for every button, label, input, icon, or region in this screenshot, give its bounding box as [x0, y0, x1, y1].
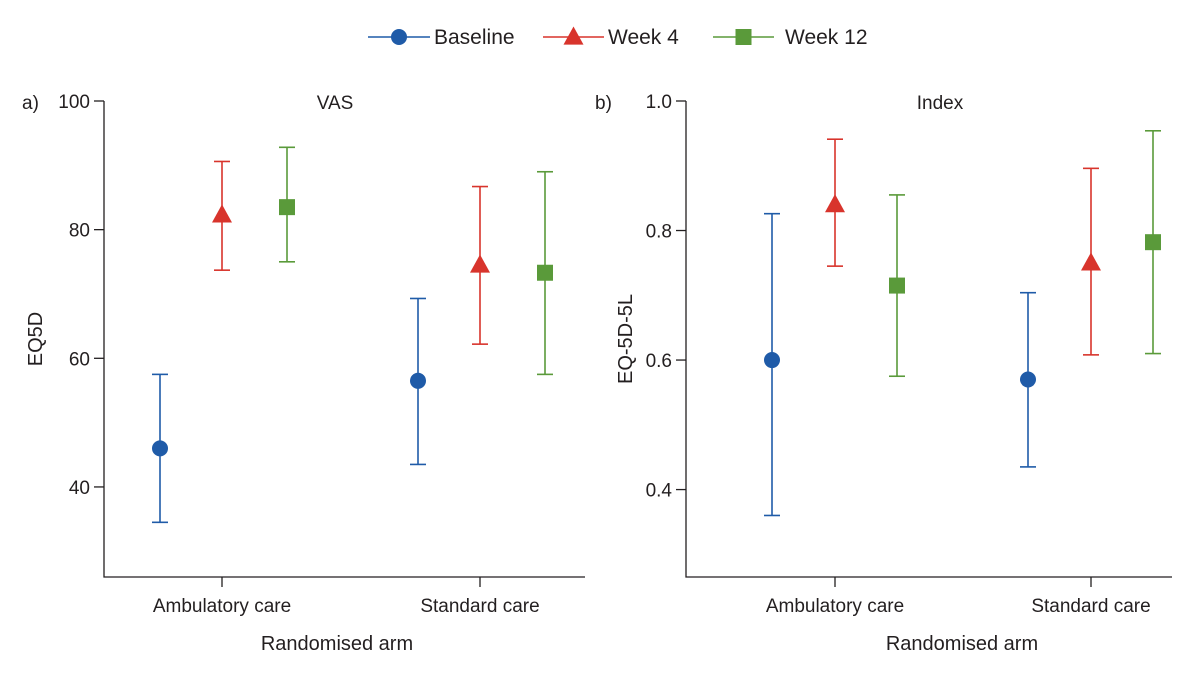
- legend-item: Week 4: [543, 26, 679, 49]
- legend-label: Baseline: [434, 26, 515, 49]
- y-tick-label: 100: [58, 92, 90, 113]
- legend-marker: [735, 29, 752, 45]
- legend-label: Week 4: [608, 26, 679, 49]
- panel-label: a): [22, 93, 39, 114]
- x-tick-label: Ambulatory care: [153, 596, 291, 617]
- chart-panel-a: 40 60 80 100 Ambulatory care Standard care a) V…: [22, 92, 585, 655]
- panel-title: Index: [917, 93, 964, 114]
- axis-lines: [685, 101, 1172, 578]
- data-point: [1145, 234, 1161, 251]
- data-point: [825, 194, 845, 213]
- data-point: [212, 204, 232, 223]
- data-point: [152, 440, 168, 457]
- data-point: [1020, 371, 1036, 388]
- y-tick-label: 0.4: [646, 481, 673, 502]
- data-point: [764, 352, 780, 369]
- y-tick-label: 60: [69, 349, 90, 370]
- data-point: [889, 277, 905, 294]
- data-point: [470, 254, 490, 273]
- x-tick-label: Standard care: [420, 596, 539, 617]
- y-axis-title: EQ-5D-5L: [615, 294, 637, 384]
- legend-item: Baseline: [368, 26, 515, 49]
- legend-label: Week 12: [785, 26, 868, 49]
- legend-marker: [391, 29, 407, 45]
- x-axis-title: Randomised arm: [886, 633, 1038, 655]
- y-tick-label: 40: [69, 478, 90, 499]
- x-tick-label: Standard care: [1031, 596, 1150, 617]
- legend-marker: [563, 26, 584, 45]
- panel-title: VAS: [317, 93, 354, 114]
- data-point: [410, 372, 426, 389]
- y-tick-label: 1.0: [646, 92, 672, 113]
- x-tick-label: Ambulatory care: [766, 596, 904, 617]
- data-point: [1081, 252, 1101, 271]
- x-axis-title: Randomised arm: [261, 633, 413, 655]
- chart-panel-b: 0.4 0.6 0.8 1.0 Ambulatory care Standard care…: [595, 92, 1172, 655]
- legend-item: Week 12: [713, 26, 868, 49]
- y-tick-label: 80: [69, 221, 90, 242]
- y-tick-label: 0.6: [646, 351, 672, 372]
- panel-label: b): [595, 93, 612, 114]
- data-point: [279, 199, 295, 216]
- data-point: [537, 264, 553, 281]
- y-tick-label: 0.8: [646, 222, 672, 243]
- axis-lines: [103, 101, 585, 578]
- y-axis-title: EQ5D: [25, 312, 47, 366]
- legend: Baseline Week 4 Week 12: [368, 26, 868, 49]
